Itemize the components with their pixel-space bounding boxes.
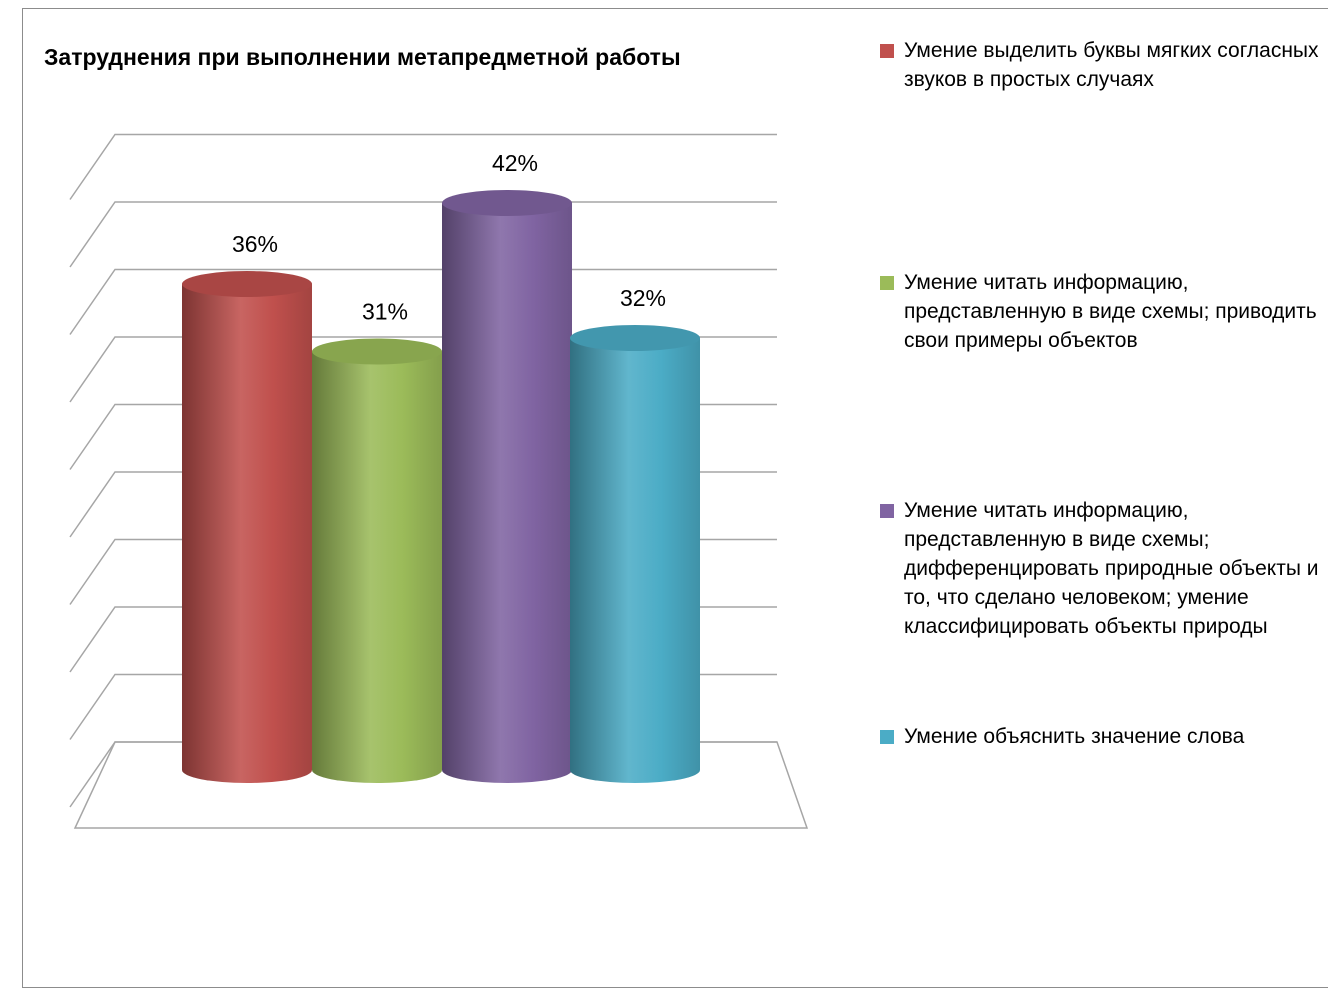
bar-top xyxy=(312,338,442,365)
legend-swatch-1 xyxy=(880,44,894,58)
data-label-4: 32% xyxy=(620,285,666,311)
bar-4 xyxy=(570,325,700,783)
bar-body xyxy=(182,284,312,783)
gridline xyxy=(69,133,777,200)
legend-label-1: Умение выделить буквы мягких согласных з… xyxy=(904,39,1319,91)
plot-area: 36% 31% 42% 32% xyxy=(69,133,809,829)
bars-layer xyxy=(182,190,700,783)
legend-item-2: Умение читать информацию, представленную… xyxy=(880,268,1328,355)
legend-item-4: Умение объяснить значение слова xyxy=(880,722,1328,751)
bar-2 xyxy=(312,338,442,783)
legend-label-4: Умение объяснить значение слова xyxy=(904,725,1245,748)
bar-1 xyxy=(182,271,312,783)
chart-title: Затруднения при выполнении метапредметно… xyxy=(44,44,681,70)
data-label-1: 36% xyxy=(232,231,278,257)
labels-layer: 36% 31% 42% 32% xyxy=(232,150,666,325)
legend-swatch-3 xyxy=(880,504,894,518)
gridline xyxy=(69,201,777,268)
bar-3 xyxy=(442,190,572,783)
data-label-3: 42% xyxy=(492,150,538,176)
bar-body xyxy=(570,338,700,783)
legend-label-3: Умение читать информацию, представленную… xyxy=(904,499,1319,638)
legend-swatch-2 xyxy=(880,276,894,290)
bar-body xyxy=(312,351,442,783)
data-label-2: 31% xyxy=(362,299,408,325)
legend-item-3: Умение читать информацию, представленную… xyxy=(880,496,1328,641)
bar-body xyxy=(442,203,572,783)
legend-label-2: Умение читать информацию, представленную… xyxy=(904,271,1317,352)
legend-item-1: Умение выделить буквы мягких согласных з… xyxy=(880,36,1328,94)
gridline xyxy=(69,268,777,335)
bar-top xyxy=(570,325,700,351)
legend-swatch-4 xyxy=(880,730,894,744)
bar-top xyxy=(442,190,572,216)
bar-top xyxy=(182,271,312,297)
